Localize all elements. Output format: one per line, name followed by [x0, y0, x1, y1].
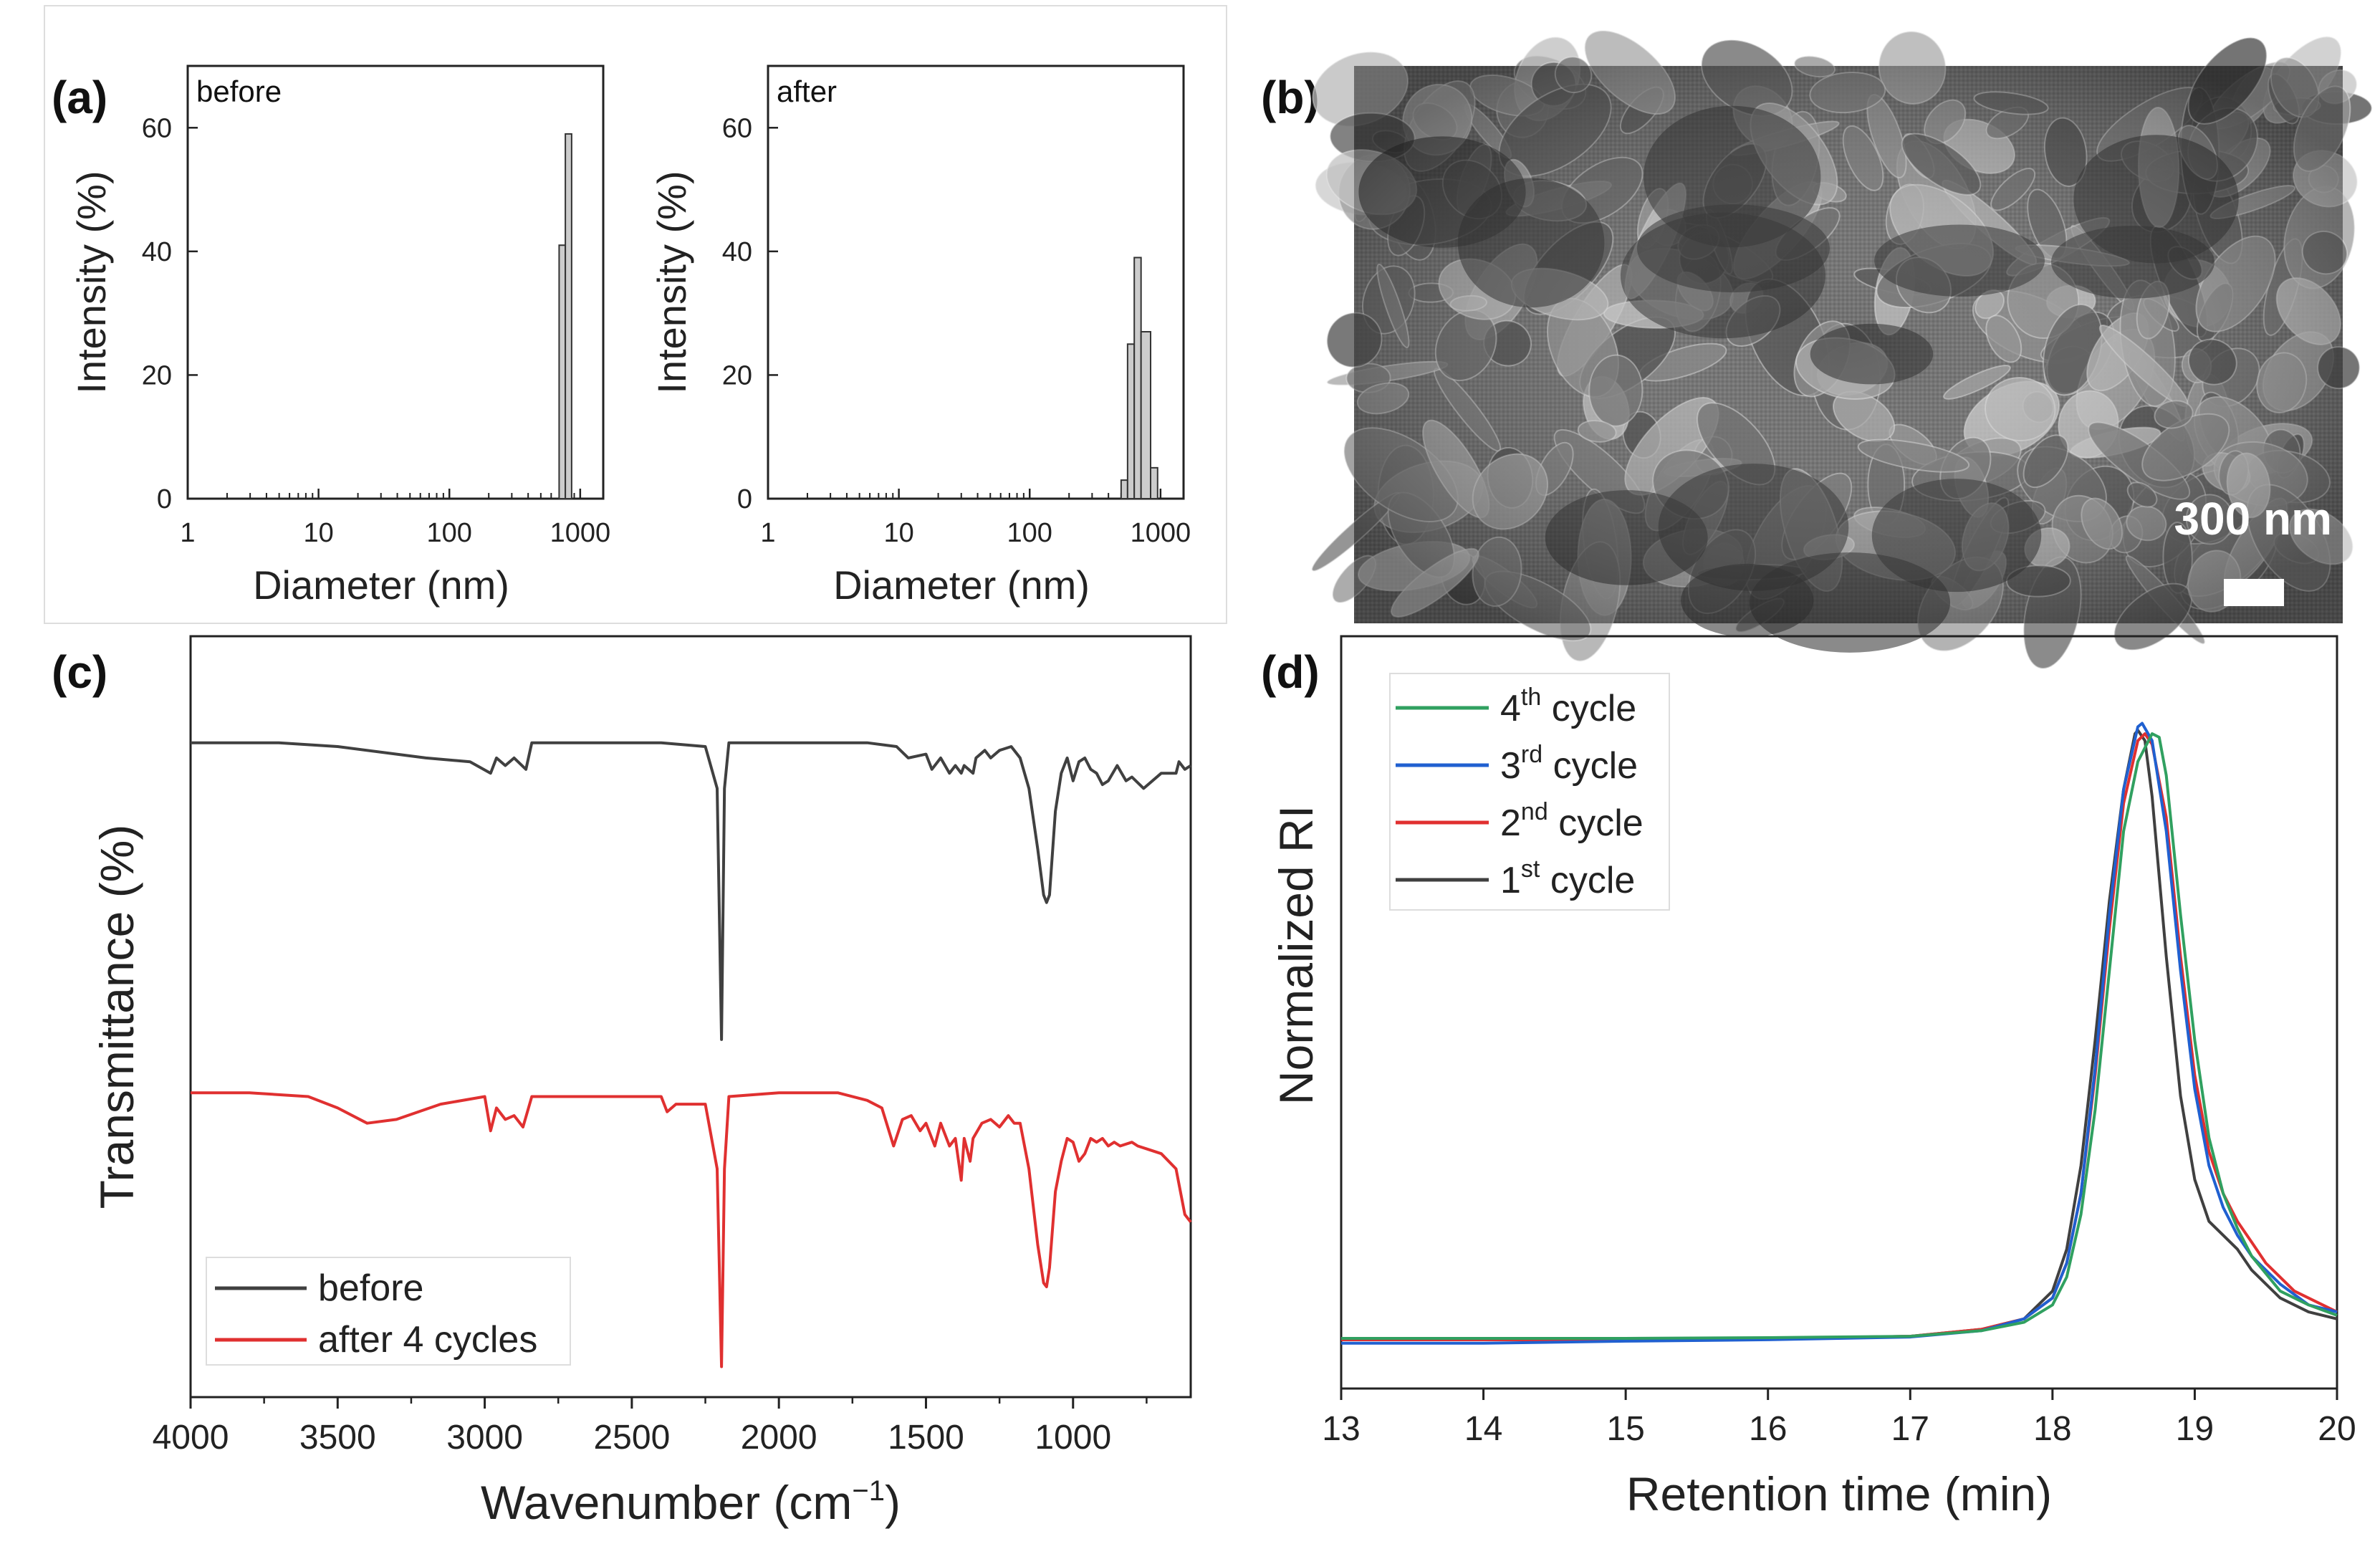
sem-image: 300 nm	[1311, 29, 2373, 670]
x-tick-label: 20	[2318, 1410, 2356, 1448]
legend-ordinal-suffix: nd	[1521, 798, 1548, 825]
x-tick-label: 14	[1464, 1410, 1502, 1448]
histogram-bar	[1133, 256, 1142, 499]
sem-vignette	[1354, 66, 2343, 623]
legend-ordinal: 2	[1500, 802, 1521, 844]
x-tick-label: 2500	[593, 1419, 670, 1457]
x-tick-label: 2000	[741, 1419, 817, 1457]
histogram-bar	[1140, 331, 1152, 499]
legend-label-1: after 4 cycles	[318, 1319, 537, 1361]
inset-label: after	[777, 75, 837, 108]
x-tick-label: 18	[2033, 1410, 2071, 1448]
legend-ordinal-suffix: st	[1521, 855, 1540, 883]
y-tick-label: 40	[722, 237, 752, 267]
legend-ordinal-suffix: rd	[1521, 741, 1542, 768]
x-tick-label: 3000	[446, 1419, 523, 1457]
legend-cycle-word: cycle	[1541, 688, 1636, 729]
histogram-bar	[1126, 343, 1136, 499]
legend-label-0: 1st cycle	[1500, 855, 1635, 901]
y-axis-title: Normalized RI	[1270, 805, 1323, 1105]
y-tick-label: 20	[722, 360, 752, 390]
plot-frame	[189, 635, 1192, 1399]
x-axis-title: Wavenumber (cm−1)	[481, 1475, 901, 1529]
x-tick-label: 4000	[153, 1419, 229, 1457]
x-axis-title-end: )	[885, 1476, 901, 1529]
panel-label-b: (b)	[1261, 72, 1320, 123]
histogram-bar	[558, 244, 567, 499]
x-tick-label: 13	[1322, 1410, 1360, 1448]
x-axis-title: Retention time (min)	[1626, 1467, 2052, 1520]
x-tick-label: 1500	[888, 1419, 964, 1457]
y-axis-title: Intensity (%)	[69, 171, 114, 393]
x-tick-label: 1000	[1131, 518, 1191, 548]
histogram-bar	[1150, 466, 1158, 499]
plot-frame	[767, 64, 1185, 500]
legend-box	[1389, 673, 1670, 911]
panel-a-frame	[44, 5, 1227, 624]
series-line-0	[191, 741, 1192, 1041]
legend-ordinal: 4	[1500, 688, 1521, 729]
series-line-1	[191, 1091, 1192, 1368]
x-tick-label: 15	[1606, 1410, 1644, 1448]
legend-ordinal: 3	[1500, 745, 1521, 787]
chart-a-before: 1 10 100 1000 0 20 40 60 before Diameter (nm) Inte…	[69, 64, 611, 608]
legend-label-0: before	[318, 1267, 423, 1309]
panel-label-d: (d)	[1261, 646, 1320, 698]
x-tick-label: 1000	[1035, 1419, 1111, 1457]
x-tick-label: 17	[1891, 1410, 1929, 1448]
y-tick-label: 0	[737, 484, 752, 514]
x-tick-label: 19	[2176, 1410, 2214, 1448]
legend-ordinal-suffix: th	[1521, 684, 1541, 711]
legend-box	[206, 1257, 571, 1366]
y-axis-title: Intensity (%)	[649, 171, 694, 393]
chart-c: 4000 3500 3000 2500 2000 1500 1000 Wavenumber (…	[90, 635, 1192, 1529]
chart-a-after: 1 10 100 1000 0 20 40 60 after Diameter (nm) Inten…	[649, 64, 1191, 608]
histogram-bar	[565, 133, 572, 500]
legend-ordinal: 1	[1500, 860, 1521, 901]
x-tick-label: 10	[303, 518, 333, 548]
y-tick-label: 60	[722, 113, 752, 143]
panel-label-c: (c)	[52, 646, 107, 698]
legend-label-1: 2nd cycle	[1500, 798, 1644, 844]
plot-frame	[186, 64, 605, 500]
y-tick-label: 60	[142, 113, 172, 143]
plot-frame	[1340, 635, 2338, 1390]
x-axis-title: Diameter (nm)	[253, 562, 509, 608]
y-axis-title: Transmittance (%)	[90, 825, 143, 1209]
x-axis-title: Diameter (nm)	[833, 562, 1090, 608]
sem-scale-label: 300 nm	[2174, 493, 2332, 545]
y-tick-label: 0	[157, 484, 172, 514]
x-axis-title-main: Wavenumber (cm	[481, 1476, 852, 1529]
legend-cycle-word: cycle	[1548, 802, 1644, 844]
legend-label-2: 3rd cycle	[1500, 741, 1638, 787]
x-tick-label: 3500	[299, 1419, 376, 1457]
x-tick-label: 1000	[550, 518, 611, 548]
sem-scale-bar	[2224, 579, 2284, 606]
x-tick-label: 16	[1749, 1410, 1787, 1448]
legend-cycle-word: cycle	[1540, 860, 1635, 901]
histogram-bar	[1120, 479, 1128, 499]
legend-cycle-word: cycle	[1542, 745, 1638, 787]
x-tick-label: 10	[883, 518, 913, 548]
series-line-3	[1341, 732, 2338, 1340]
legend-label-3: 4th cycle	[1500, 684, 1636, 729]
x-tick-label: 1	[760, 518, 775, 548]
x-tick-label: 100	[427, 518, 472, 548]
x-tick-label: 1	[180, 518, 195, 548]
y-tick-label: 20	[142, 360, 172, 390]
x-axis-title-sup: −1	[852, 1475, 885, 1507]
legend: before after 4 cycles	[206, 1257, 571, 1366]
y-tick-label: 40	[142, 237, 172, 267]
panel-label-a: (a)	[52, 72, 107, 123]
inset-label: before	[196, 75, 282, 108]
x-tick-label: 100	[1007, 518, 1052, 548]
